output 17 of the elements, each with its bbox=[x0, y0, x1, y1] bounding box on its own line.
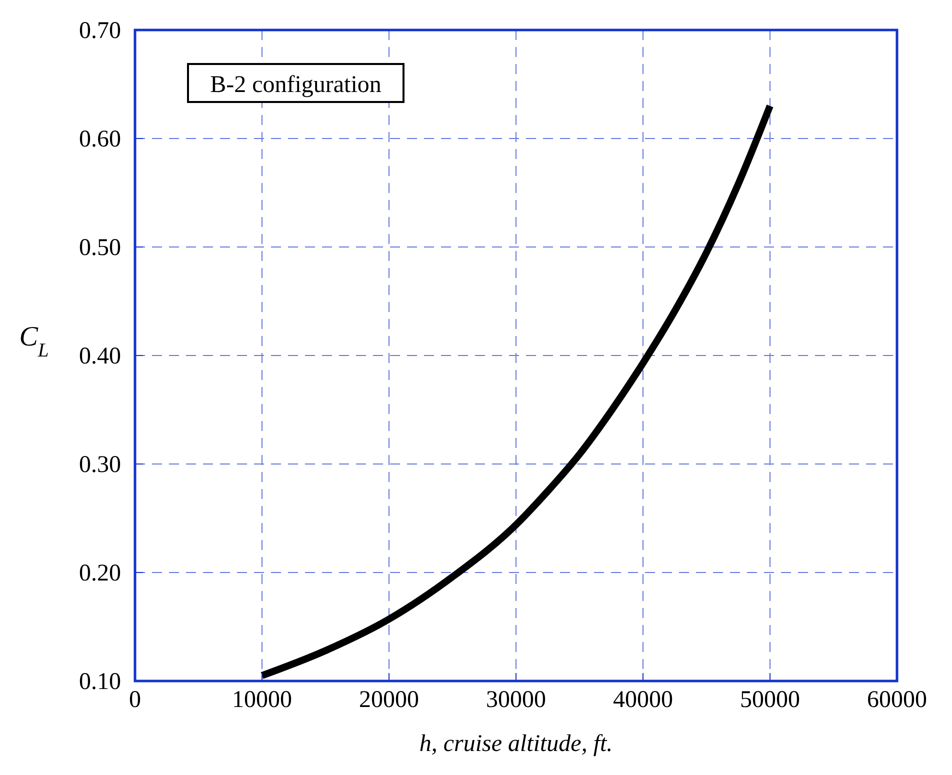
x-tick-label: 50000 bbox=[740, 687, 800, 713]
y-tick-label: 0.40 bbox=[79, 344, 121, 370]
y-tick-label: 0.70 bbox=[79, 18, 121, 44]
x-tick-label: 60000 bbox=[867, 687, 927, 713]
annotation: B-2 configuration bbox=[210, 72, 382, 98]
x-tick-label: 10000 bbox=[232, 687, 292, 713]
x-tick-label: 20000 bbox=[359, 687, 419, 713]
x-tick-label: 40000 bbox=[613, 687, 673, 713]
y-axis-title: C$_{L}$ bbox=[19, 322, 49, 361]
y-tick-label: 0.20 bbox=[79, 560, 121, 586]
x-axis-title: h, cruise altitude, ft. bbox=[419, 731, 613, 757]
y-tick-label: 0.60 bbox=[79, 126, 121, 152]
x-tick-label: 0 bbox=[129, 687, 141, 713]
y-tick-label: 0.30 bbox=[79, 452, 121, 478]
y-tick-label: 0.50 bbox=[79, 235, 121, 261]
x-tick-label: 30000 bbox=[486, 687, 546, 713]
y-tick-label: 0.10 bbox=[79, 669, 121, 695]
